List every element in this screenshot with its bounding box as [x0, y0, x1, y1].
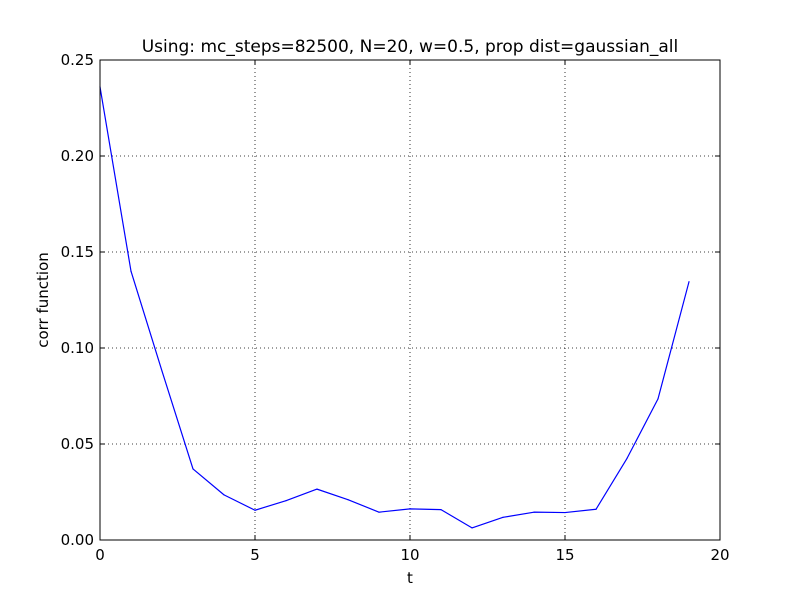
y-tick-label: 0.10	[61, 339, 94, 357]
series-layer	[99, 86, 690, 529]
data-point	[254, 509, 256, 511]
data-point	[688, 281, 690, 283]
chart-title: Using: mc_steps=82500, N=20, w=0.5, prop…	[142, 37, 679, 57]
data-point	[378, 511, 380, 513]
x-tick-label: 20	[710, 546, 729, 564]
data-point	[347, 499, 349, 501]
data-point	[409, 508, 411, 510]
data-point	[161, 370, 163, 372]
data-point	[595, 508, 597, 510]
data-point	[564, 511, 566, 514]
x-tick-label: 10	[400, 546, 419, 564]
y-axis-label: corr function	[34, 252, 52, 348]
y-tick-label: 0.20	[61, 147, 94, 165]
x-axis-label: t	[407, 569, 413, 587]
axis-ticks: 0 5 10 15 20 0.00 0.05 0.10 0.15 0.20 0.25	[61, 51, 730, 564]
data-point	[502, 516, 504, 518]
data-point	[223, 494, 225, 496]
x-tick-label: 15	[555, 546, 574, 564]
grid	[100, 60, 720, 540]
x-tick-label: 0	[95, 546, 105, 564]
data-point	[192, 468, 194, 470]
data-point	[657, 398, 659, 400]
data-point	[440, 509, 442, 511]
y-tick-label: 0.15	[61, 243, 94, 261]
data-point	[471, 527, 473, 529]
data-point	[533, 511, 535, 513]
data-point	[316, 488, 318, 490]
y-tick-label: 0.05	[61, 435, 94, 453]
data-point	[626, 457, 628, 459]
data-point	[285, 500, 287, 502]
y-tick-label: 0.00	[61, 531, 94, 549]
x-tick-label: 5	[250, 546, 260, 564]
series-line	[99, 86, 690, 529]
y-tick-label: 0.25	[61, 51, 94, 69]
data-point	[130, 270, 132, 272]
